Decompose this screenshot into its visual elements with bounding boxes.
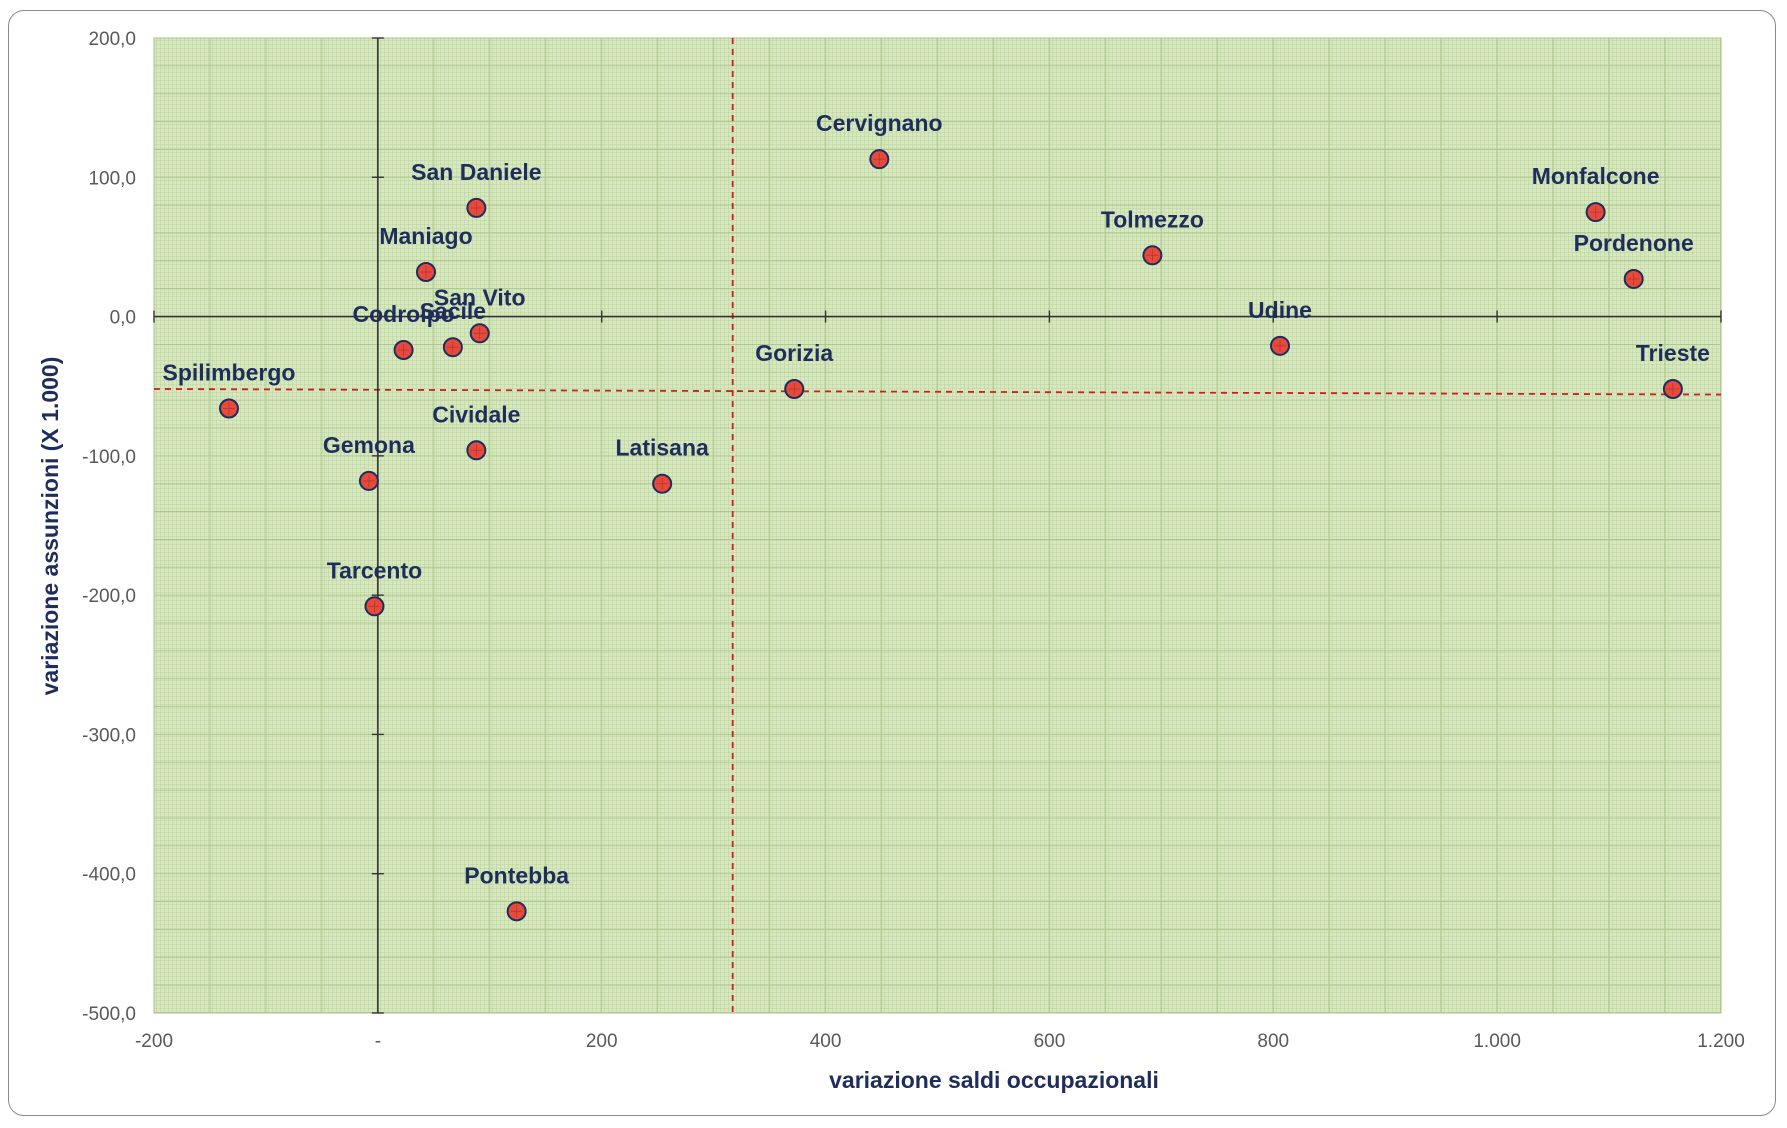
data-points — [218, 149, 1683, 922]
y-tick-label: 200,0 — [88, 29, 136, 50]
x-tick-label: 800 — [1257, 1031, 1289, 1052]
y-tick-label: -500,0 — [82, 1004, 136, 1025]
data-point-label: Pontebba — [464, 862, 569, 888]
y-tick-label: -100,0 — [82, 447, 136, 468]
x-tick-label: 200 — [586, 1031, 618, 1052]
data-point-label: San Vito — [434, 284, 526, 310]
y-axis-title: variazione assunzioni (X 1.000) — [37, 357, 63, 696]
data-point-label: Cividale — [432, 401, 520, 427]
x-tick-label: 1.200 — [1697, 1031, 1745, 1052]
x-tick-label: -200 — [135, 1031, 173, 1052]
y-tick-label: -200,0 — [82, 586, 136, 607]
x-tick-label: 600 — [1034, 1031, 1066, 1052]
point-labels: Cervignano San Daniele Maniago Monfalcone To… — [163, 110, 1710, 888]
data-point-label: Codroipo — [352, 301, 454, 327]
data-point-label: Gorizia — [755, 340, 833, 366]
reference-lines — [153, 38, 1722, 1013]
data-point-label: Udine — [1248, 297, 1312, 323]
x-tick-label: - — [375, 1031, 381, 1052]
y-tick-label: 100,0 — [88, 168, 136, 189]
data-point-label: Tolmezzo — [1101, 206, 1204, 232]
x-axis-title: variazione saldi occupazionali — [829, 1067, 1159, 1093]
data-point-label: Gemona — [323, 432, 415, 458]
data-point-label: Trieste — [1636, 340, 1710, 366]
y-tick-label: 0,0 — [110, 308, 136, 329]
x-tick-label: 400 — [810, 1031, 842, 1052]
data-point-label: Pordenone — [1574, 230, 1694, 256]
x-axis: -200-200 400 600 800 1.000 1.200 — [135, 310, 1745, 1052]
y-axis: 200,0 100,0 0,0 -100,0 -200,0 -300,0 -400,0 -50… — [82, 29, 384, 1025]
gridlines — [153, 37, 1722, 1014]
data-point-label: San Daniele — [411, 159, 541, 185]
y-tick-label: -400,0 — [82, 865, 136, 886]
y-tick-label: -300,0 — [82, 725, 136, 746]
axes — [154, 38, 1721, 1013]
horizontal-reference-line — [153, 388, 1722, 396]
data-point-label: Maniago — [379, 223, 472, 249]
data-point-label: Tarcento — [327, 557, 422, 583]
data-point-label: Latisana — [615, 435, 709, 461]
data-point-label: Cervignano — [816, 110, 943, 136]
data-point-label: Monfalcone — [1532, 163, 1660, 189]
data-point-label: Sacile — [420, 298, 487, 324]
x-tick-label: 1.000 — [1473, 1031, 1521, 1052]
data-point-label: Spilimbergo — [163, 360, 296, 386]
